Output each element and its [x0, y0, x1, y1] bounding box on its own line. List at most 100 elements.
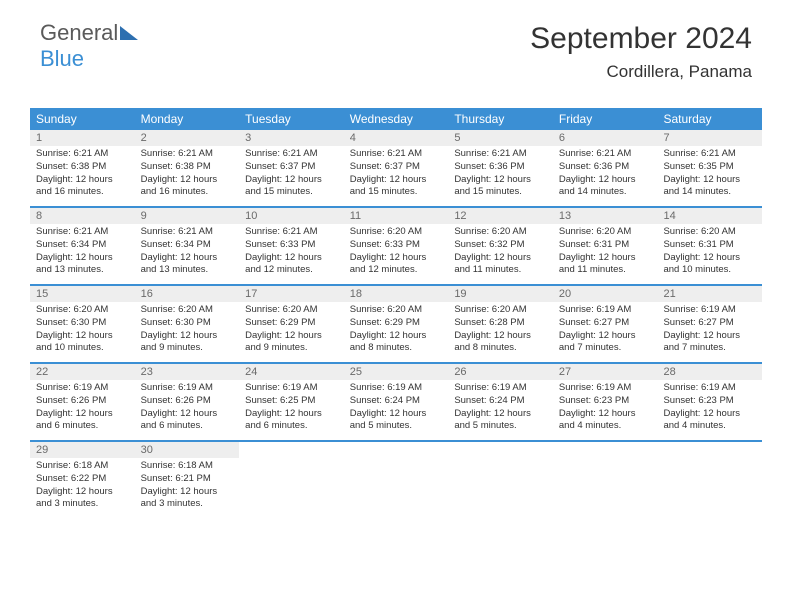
sunrise-text: Sunrise: 6:20 AM: [559, 226, 652, 239]
sunset-text: Sunset: 6:28 PM: [454, 317, 547, 330]
daylight-text-2: and 13 minutes.: [36, 264, 129, 277]
day-details: Sunrise: 6:19 AMSunset: 6:25 PMDaylight:…: [239, 382, 344, 433]
daylight-text-1: Daylight: 12 hours: [36, 330, 129, 343]
day-number: 20: [553, 286, 658, 302]
day-details: Sunrise: 6:20 AMSunset: 6:30 PMDaylight:…: [30, 304, 135, 355]
daylight-text-2: and 16 minutes.: [36, 186, 129, 199]
day-cell: 18Sunrise: 6:20 AMSunset: 6:29 PMDayligh…: [344, 286, 449, 362]
day-number: 21: [657, 286, 762, 302]
day-details: Sunrise: 6:20 AMSunset: 6:31 PMDaylight:…: [657, 226, 762, 277]
page-subtitle: Cordillera, Panama: [606, 62, 752, 82]
daylight-text-1: Daylight: 12 hours: [350, 252, 443, 265]
day-number: 30: [135, 442, 240, 458]
day-cell: 2Sunrise: 6:21 AMSunset: 6:38 PMDaylight…: [135, 130, 240, 206]
logo-triangle-icon: [120, 26, 138, 40]
daylight-text-1: Daylight: 12 hours: [141, 174, 234, 187]
daylight-text-2: and 8 minutes.: [454, 342, 547, 355]
daylight-text-2: and 10 minutes.: [36, 342, 129, 355]
day-cell: 24 Sunrise: 6:19 AMSunset: 6:25 PMDayligh…: [239, 364, 344, 440]
sunrise-text: Sunrise: 6:21 AM: [663, 148, 756, 161]
daylight-text-2: and 14 minutes.: [559, 186, 652, 199]
day-cell: 15 Sunrise: 6:20 AMSunset: 6:30 PMDayligh…: [30, 286, 135, 362]
day-details: Sunrise: 6:21 AMSunset: 6:35 PMDaylight:…: [657, 148, 762, 199]
day-number: 27: [553, 364, 658, 380]
day-header: Friday: [553, 108, 658, 130]
day-number: 10: [239, 208, 344, 224]
day-details: Sunrise: 6:19 AMSunset: 6:26 PMDaylight:…: [135, 382, 240, 433]
daylight-text-1: Daylight: 12 hours: [454, 252, 547, 265]
sunset-text: Sunset: 6:23 PM: [559, 395, 652, 408]
sunrise-text: Sunrise: 6:19 AM: [141, 382, 234, 395]
sunrise-text: Sunrise: 6:20 AM: [141, 304, 234, 317]
sunrise-text: Sunrise: 6:20 AM: [36, 304, 129, 317]
daylight-text-1: Daylight: 12 hours: [141, 252, 234, 265]
sunset-text: Sunset: 6:37 PM: [245, 161, 338, 174]
sunset-text: Sunset: 6:35 PM: [663, 161, 756, 174]
sunrise-text: Sunrise: 6:20 AM: [454, 304, 547, 317]
day-number: 22: [30, 364, 135, 380]
day-cell: 3Sunrise: 6:21 AMSunset: 6:37 PMDaylight…: [239, 130, 344, 206]
day-number: 4: [344, 130, 449, 146]
day-number: 9: [135, 208, 240, 224]
sunset-text: Sunset: 6:31 PM: [559, 239, 652, 252]
sunrise-text: Sunrise: 6:21 AM: [350, 148, 443, 161]
sunset-text: Sunset: 6:30 PM: [141, 317, 234, 330]
day-cell: 19Sunrise: 6:20 AMSunset: 6:28 PMDayligh…: [448, 286, 553, 362]
daylight-text-2: and 9 minutes.: [245, 342, 338, 355]
week-row: 22Sunrise: 6:19 AMSunset: 6:26 PMDayligh…: [30, 364, 762, 442]
day-details: Sunrise: 6:20 AMSunset: 6:29 PMDaylight:…: [344, 304, 449, 355]
sunrise-text: Sunrise: 6:19 AM: [559, 304, 652, 317]
day-number: 12: [448, 208, 553, 224]
day-details: Sunrise: 6:20 AMSunset: 6:33 PMDaylight:…: [344, 226, 449, 277]
sunrise-text: Sunrise: 6:19 AM: [245, 382, 338, 395]
daylight-text-1: Daylight: 12 hours: [36, 252, 129, 265]
sunset-text: Sunset: 6:21 PM: [141, 473, 234, 486]
day-details: Sunrise: 6:21 AMSunset: 6:37 PMDaylight:…: [344, 148, 449, 199]
daylight-text-1: Daylight: 12 hours: [36, 408, 129, 421]
sunrise-text: Sunrise: 6:21 AM: [454, 148, 547, 161]
day-number: 11: [344, 208, 449, 224]
day-cell: 10Sunrise: 6:21 AMSunset: 6:33 PMDayligh…: [239, 208, 344, 284]
empty-cell: [553, 442, 658, 518]
daylight-text-2: and 4 minutes.: [663, 420, 756, 433]
day-cell: 9Sunrise: 6:21 AMSunset: 6:34 PMDaylight…: [135, 208, 240, 284]
day-number: 17: [239, 286, 344, 302]
logo: General Blue: [40, 20, 138, 72]
day-number: 23: [135, 364, 240, 380]
day-cell: 12Sunrise: 6:20 AMSunset: 6:32 PMDayligh…: [448, 208, 553, 284]
day-cell: 8Sunrise: 6:21 AMSunset: 6:34 PMDaylight…: [30, 208, 135, 284]
day-number: 7: [657, 130, 762, 146]
day-cell: 22Sunrise: 6:19 AMSunset: 6:26 PMDayligh…: [30, 364, 135, 440]
day-details: Sunrise: 6:19 AMSunset: 6:23 PMDaylight:…: [553, 382, 658, 433]
daylight-text-2: and 15 minutes.: [350, 186, 443, 199]
day-details: Sunrise: 6:19 AMSunset: 6:27 PMDaylight:…: [657, 304, 762, 355]
day-header: Monday: [135, 108, 240, 130]
day-cell: 13Sunrise: 6:20 AMSunset: 6:31 PMDayligh…: [553, 208, 658, 284]
day-number: 15: [30, 286, 135, 302]
day-number: 16: [135, 286, 240, 302]
day-details: Sunrise: 6:20 AMSunset: 6:28 PMDaylight:…: [448, 304, 553, 355]
day-number: 28: [657, 364, 762, 380]
sunrise-text: Sunrise: 6:18 AM: [141, 460, 234, 473]
sunset-text: Sunset: 6:38 PM: [141, 161, 234, 174]
day-cell: 30Sunrise: 6:18 AMSunset: 6:21 PMDayligh…: [135, 442, 240, 518]
day-header: Saturday: [657, 108, 762, 130]
sunrise-text: Sunrise: 6:19 AM: [663, 382, 756, 395]
sunset-text: Sunset: 6:33 PM: [245, 239, 338, 252]
day-cell: 28Sunrise: 6:19 AMSunset: 6:23 PMDayligh…: [657, 364, 762, 440]
daylight-text-1: Daylight: 12 hours: [559, 174, 652, 187]
daylight-text-1: Daylight: 12 hours: [663, 174, 756, 187]
daylight-text-2: and 6 minutes.: [36, 420, 129, 433]
day-cell: 20Sunrise: 6:19 AMSunset: 6:27 PMDayligh…: [553, 286, 658, 362]
sunrise-text: Sunrise: 6:19 AM: [663, 304, 756, 317]
day-cell: 23 Sunrise: 6:19 AMSunset: 6:26 PMDayligh…: [135, 364, 240, 440]
day-number: 24: [239, 364, 344, 380]
day-header: Wednesday: [344, 108, 449, 130]
day-number: 6: [553, 130, 658, 146]
day-number: 29: [30, 442, 135, 458]
daylight-text-1: Daylight: 12 hours: [245, 330, 338, 343]
daylight-text-1: Daylight: 12 hours: [454, 174, 547, 187]
day-details: Sunrise: 6:21 AMSunset: 6:34 PMDaylight:…: [30, 226, 135, 277]
day-details: Sunrise: 6:20 AMSunset: 6:29 PMDaylight:…: [239, 304, 344, 355]
sunset-text: Sunset: 6:24 PM: [350, 395, 443, 408]
